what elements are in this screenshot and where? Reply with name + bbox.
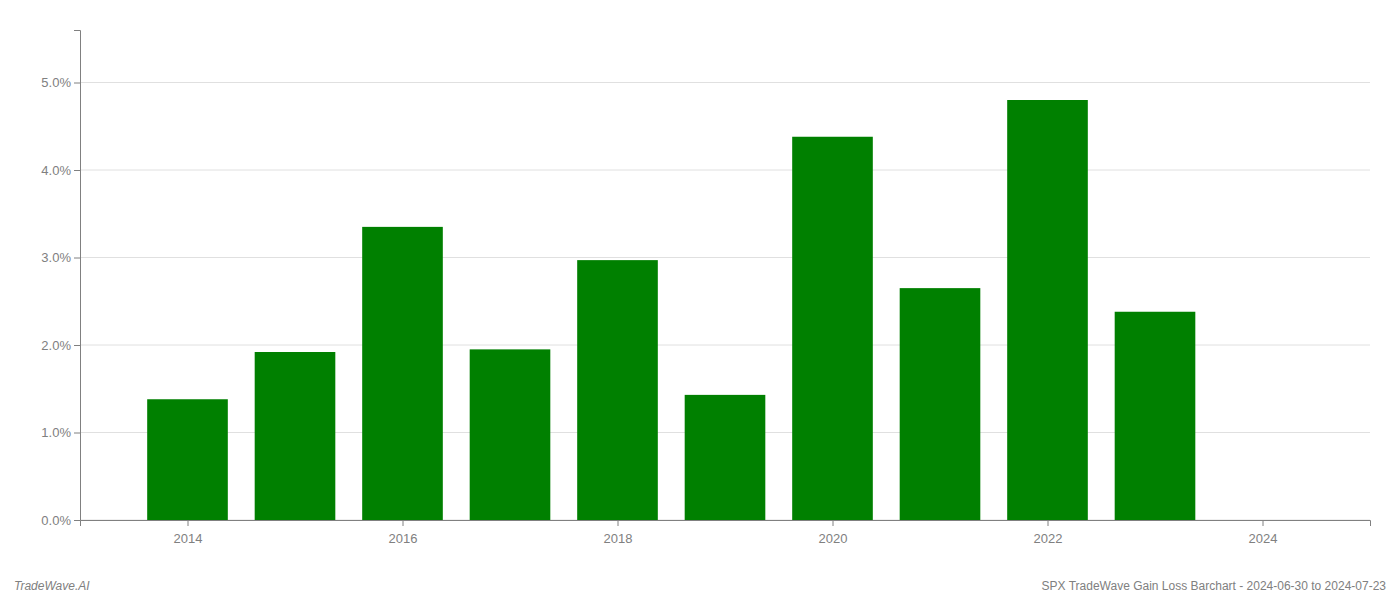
bar bbox=[362, 227, 443, 520]
tick: 2014 bbox=[174, 520, 203, 546]
tick: 2020 bbox=[819, 520, 848, 546]
tick: 0.0% bbox=[41, 513, 80, 528]
tick: 2022 bbox=[1034, 520, 1063, 546]
tick-label: 1.0% bbox=[41, 425, 71, 440]
bar bbox=[255, 352, 336, 520]
tick-label: 2014 bbox=[174, 531, 203, 546]
bar bbox=[900, 288, 981, 520]
bar bbox=[1007, 100, 1088, 520]
grid-line bbox=[80, 170, 1370, 171]
tick: 2024 bbox=[1249, 520, 1278, 546]
tick-label: 2016 bbox=[389, 531, 418, 546]
tick-mark bbox=[74, 170, 80, 171]
tick-label: 2018 bbox=[604, 531, 633, 546]
chart: 2014 2016 2018 2020 2022 2024 0.0% 1.0% 2.0% 3.0%… bbox=[0, 0, 1400, 600]
tick: 5.0% bbox=[41, 75, 80, 90]
tick-label: 3.0% bbox=[41, 250, 71, 265]
tick-mark bbox=[74, 520, 80, 521]
tick-mark bbox=[188, 520, 189, 526]
bars bbox=[147, 100, 1195, 520]
tick-mark bbox=[1263, 520, 1264, 526]
watermark: TradeWave.AI bbox=[14, 579, 90, 593]
tick-mark bbox=[74, 345, 80, 346]
tick-mark bbox=[833, 520, 834, 526]
tick-label: 2024 bbox=[1249, 531, 1278, 546]
bar bbox=[147, 399, 228, 520]
tick: 1.0% bbox=[41, 425, 80, 440]
tick-label: 2020 bbox=[819, 531, 848, 546]
tick: 2.0% bbox=[41, 338, 80, 353]
tick: 4.0% bbox=[41, 163, 80, 178]
grid-line bbox=[80, 82, 1370, 83]
bar bbox=[685, 395, 766, 520]
tick: 2018 bbox=[604, 520, 633, 546]
tick-mark bbox=[618, 520, 619, 526]
tick-mark bbox=[74, 258, 80, 259]
tick-mark bbox=[74, 433, 80, 434]
axis-line bbox=[81, 521, 1371, 527]
tick-mark bbox=[1048, 520, 1049, 526]
tick-label: 0.0% bbox=[41, 513, 71, 528]
x-axis: 2014 2016 2018 2020 2022 2024 bbox=[81, 520, 1371, 546]
axis-line bbox=[74, 31, 81, 521]
tick-label: 5.0% bbox=[41, 75, 71, 90]
tick-label: 4.0% bbox=[41, 163, 71, 178]
bar bbox=[792, 137, 873, 520]
tick-label: 2022 bbox=[1034, 531, 1063, 546]
title: SPX TradeWave Gain Loss Barchart - 2024-… bbox=[1042, 579, 1387, 593]
bar bbox=[1115, 312, 1196, 520]
tick-mark bbox=[403, 520, 404, 526]
tick: 2016 bbox=[389, 520, 418, 546]
bar bbox=[470, 349, 551, 520]
tick-mark bbox=[74, 83, 80, 84]
bar bbox=[577, 260, 658, 520]
grid bbox=[80, 83, 1370, 521]
grid-line bbox=[80, 257, 1370, 258]
tick: 3.0% bbox=[41, 250, 80, 265]
plot-area: 2014 2016 2018 2020 2022 2024 0.0% 1.0% 2.0% 3.0%… bbox=[41, 31, 1370, 547]
tick-label: 2.0% bbox=[41, 338, 71, 353]
y-axis: 0.0% 1.0% 2.0% 3.0% 4.0% 5.0% bbox=[41, 31, 80, 528]
